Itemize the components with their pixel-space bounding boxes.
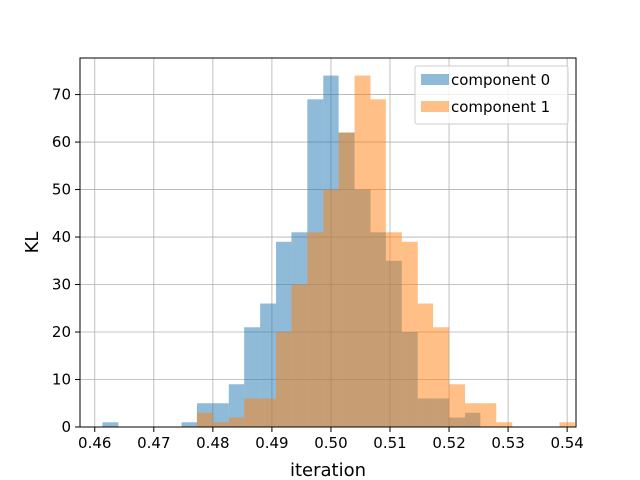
ticks: 0.46 0.47 0.48 0.49 0.50 0.51 0.52 0.53 0.54 0 10 2… [52, 86, 584, 452]
histogram-bar-component-1 [307, 232, 324, 427]
y-tick-label: 30 [52, 276, 71, 294]
x-tick-label: 0.47 [137, 434, 170, 452]
x-tick-label: 0.50 [314, 434, 347, 452]
histogram-bar-component-1 [276, 332, 292, 427]
x-tick-label: 0.49 [255, 434, 288, 452]
histogram-bar-component-1 [385, 232, 402, 427]
histogram-bar-component-1 [401, 241, 418, 427]
y-tick-label: 60 [52, 133, 71, 151]
x-tick-label: 0.53 [491, 434, 524, 452]
histogram-bar-component-1 [449, 384, 465, 427]
histogram-bar-component-1 [433, 327, 450, 427]
bars [102, 75, 575, 428]
histogram-bar-component-1 [370, 99, 386, 428]
histogram-bar-component-1 [228, 417, 245, 427]
legend-swatch-component-0 [421, 74, 449, 85]
legend-label-component-0: component 0 [451, 71, 550, 89]
x-axis-label: iteration [290, 460, 366, 480]
legend-swatch-component-1 [421, 101, 449, 112]
histogram-bar-component-1 [480, 403, 497, 427]
legend-label-component-1: component 1 [451, 98, 550, 116]
histogram-bar-component-1 [323, 189, 339, 427]
y-tick-label: 40 [52, 228, 71, 246]
x-tick-label: 0.46 [78, 434, 111, 452]
histogram-bar-component-1 [291, 284, 308, 427]
y-axis-label: KL [22, 232, 43, 254]
y-tick-label: 10 [52, 371, 71, 389]
histogram-bar-component-0 [228, 384, 245, 427]
histogram-bar-component-0 [260, 303, 277, 427]
y-tick-label: 20 [52, 323, 71, 341]
y-tick-label: 50 [52, 181, 71, 199]
histogram-bar-component-1 [354, 75, 371, 428]
x-tick-label: 0.51 [373, 434, 406, 452]
histogram-bar-component-1 [244, 398, 261, 427]
histogram-bar-component-1 [260, 398, 277, 427]
y-tick-label: 70 [52, 86, 71, 104]
y-tick-label: 0 [61, 418, 71, 436]
histogram-bar-component-1 [212, 422, 229, 427]
histogram-bar-component-0 [181, 422, 197, 427]
plot-frame [79, 57, 577, 428]
histogram-bar-component-1 [417, 303, 434, 427]
histogram-bar-component-1 [559, 422, 575, 427]
x-tick-label: 0.48 [196, 434, 229, 452]
x-tick-label: 0.52 [432, 434, 465, 452]
x-tick-label: 0.54 [550, 434, 583, 452]
histogram-bar-component-1 [338, 132, 355, 427]
histogram-bar-component-1 [464, 403, 481, 427]
histogram-bar-component-1 [196, 412, 213, 427]
histogram-bar-component-0 [102, 422, 119, 427]
legend-box [414, 65, 569, 125]
histogram-bar-component-1 [496, 422, 513, 427]
histogram-bar-component-0 [212, 403, 229, 427]
legend: component 0 component 1 [414, 65, 569, 125]
